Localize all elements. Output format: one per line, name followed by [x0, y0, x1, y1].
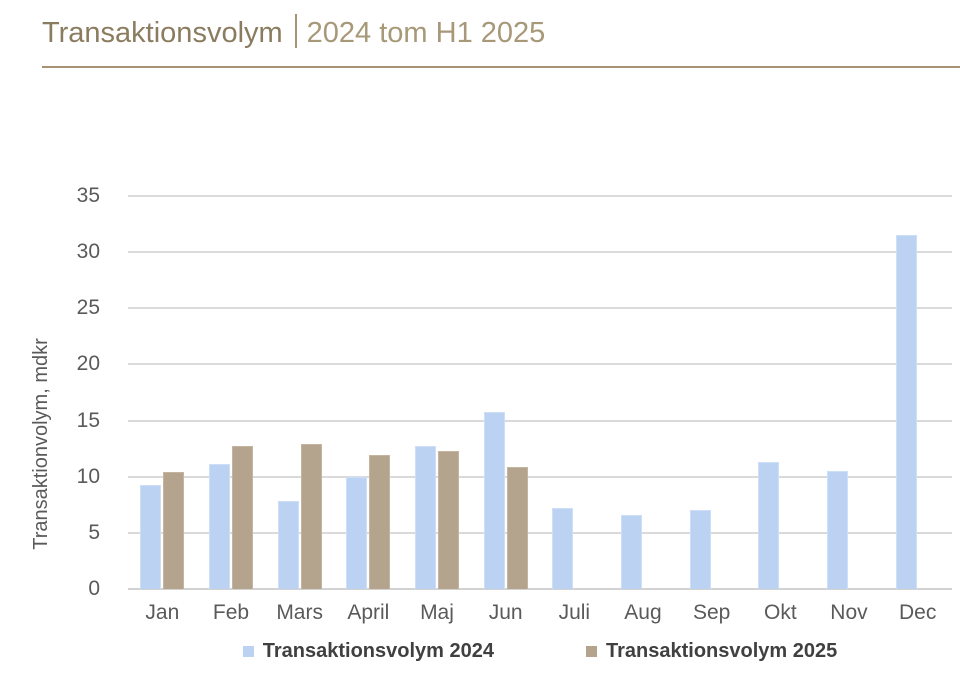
bar-group-sep	[677, 196, 746, 589]
legend-label: Transaktionsvolym 2025	[606, 640, 838, 662]
x-tick-label: Sep	[692, 601, 731, 624]
y-tick-label: 25	[76, 296, 100, 320]
bar-aug-2024	[620, 514, 642, 589]
gridline	[128, 531, 952, 534]
bar-feb-2025	[231, 446, 253, 589]
legend-swatch-icon	[242, 646, 254, 657]
bar-group-aug	[609, 196, 678, 589]
bar-maj-2025	[437, 450, 459, 589]
x-tick-label: April	[347, 601, 390, 624]
x-tick-label: Feb	[212, 601, 250, 624]
bar-nov-2024	[826, 471, 848, 589]
x-tick-label: Mars	[276, 601, 323, 624]
legend-entry-2025: Transaktionsvolym 2025	[586, 640, 837, 663]
header-rule	[42, 66, 960, 68]
bar-mars-2024	[277, 501, 299, 589]
x-tick-label: Jun	[488, 601, 523, 624]
title-divider	[294, 14, 297, 48]
bar-group-april	[334, 196, 403, 589]
x-axis-labels: Jan Feb Mars April Maj Jun Juli Aug Sep Okt Nov Dec	[128, 600, 952, 626]
gridline	[128, 363, 952, 366]
bar-feb-2024	[208, 464, 230, 589]
gridline	[128, 588, 952, 590]
y-tick-label: 10	[76, 464, 100, 488]
bar-sep-2024	[689, 510, 711, 589]
y-tick-label: 20	[76, 352, 100, 376]
chart-legend: Transaktionsvolym 2024 Transaktionsvolym …	[128, 640, 952, 663]
chart-header: Transaktionsvolym 2024 tom H1 2025	[42, 14, 960, 58]
gridline	[128, 195, 952, 197]
bar-jan-2024	[140, 484, 162, 589]
gridline	[128, 307, 952, 310]
y-tick-label: 5	[88, 520, 100, 544]
bar-group-jan	[128, 196, 197, 589]
gridline	[128, 475, 952, 478]
bar-group-okt	[746, 196, 815, 589]
x-tick-label: Nov	[830, 601, 868, 624]
bar-group-dec	[883, 196, 952, 589]
y-tick-label: 30	[76, 240, 100, 264]
bar-group-feb	[197, 196, 266, 589]
bar-chart: Transaktionvolym, mdkr 0 5 10 15 20 25 30 35 Ja…	[0, 80, 960, 679]
bar-jun-2024	[483, 411, 505, 589]
bar-juli-2024	[552, 508, 574, 589]
bar-okt-2024	[758, 462, 780, 589]
page-title: Transaktionsvolym	[42, 17, 283, 49]
bar-group-mars	[265, 196, 334, 589]
bar-mars-2025	[300, 444, 322, 589]
bar-group-maj	[403, 196, 472, 589]
legend-label: Transaktionsvolym 2024	[262, 640, 494, 662]
x-tick-label: Aug	[624, 601, 662, 624]
legend-entry-2024: Transaktionsvolym 2024	[242, 640, 494, 663]
legend-swatch-icon	[586, 646, 597, 657]
bar-group-juli	[540, 196, 609, 589]
x-tick-label: Dec	[898, 601, 937, 624]
y-tick-label: 35	[76, 184, 100, 207]
page-subtitle: 2024 tom H1 2025	[306, 17, 546, 49]
bar-april-2025	[369, 455, 391, 589]
y-tick-label: 15	[76, 408, 100, 432]
gridline	[128, 419, 952, 422]
bar-group-nov	[815, 196, 884, 589]
x-tick-label: Okt	[763, 601, 797, 624]
y-tick-label: 0	[88, 577, 100, 600]
gridline	[128, 251, 952, 254]
bar-maj-2024	[414, 446, 436, 589]
bar-group-jun	[471, 196, 540, 589]
plot-area	[128, 195, 952, 590]
bar-dec-2024	[895, 235, 917, 589]
bar-april-2024	[346, 476, 368, 589]
bar-jun-2025	[506, 466, 528, 589]
bar-jan-2025	[163, 472, 185, 589]
y-axis-ticks: 0 5 10 15 20 25 30 35	[0, 184, 114, 600]
x-tick-label: Maj	[420, 601, 454, 624]
x-tick-label: Jan	[145, 601, 180, 624]
x-tick-label: Juli	[558, 601, 591, 624]
